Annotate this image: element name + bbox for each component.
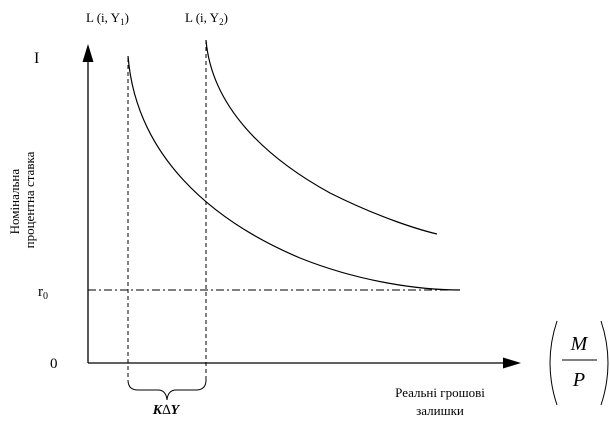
y-axis-title: Номінальна процентна ставка (7, 151, 37, 248)
delta-brace (127, 379, 207, 401)
curve-y1-label: L (i, Y1) (86, 10, 129, 27)
x-axis-title-line1: Реальні грошові (395, 385, 485, 400)
fraction-numerator: M (570, 333, 589, 355)
y-axis-arrowhead (82, 44, 94, 62)
money-demand-curve-y2 (205, 39, 438, 235)
x-axis-arrowhead (503, 357, 521, 369)
fraction-denominator: P (572, 369, 585, 391)
money-demand-curve-y1 (127, 55, 461, 291)
curve-y2-label: L (i, Y2) (185, 10, 228, 27)
r0-label: r0 (38, 284, 48, 302)
origin-label: 0 (50, 356, 58, 372)
fraction-left-paren (549, 320, 558, 406)
brace-label: K∆Y (152, 403, 181, 418)
y-axis-top-label: I (34, 50, 39, 67)
x-axis-title-line2: залишки (416, 403, 464, 418)
fraction-right-paren (600, 320, 609, 406)
real-money-fraction: M P (549, 320, 609, 406)
